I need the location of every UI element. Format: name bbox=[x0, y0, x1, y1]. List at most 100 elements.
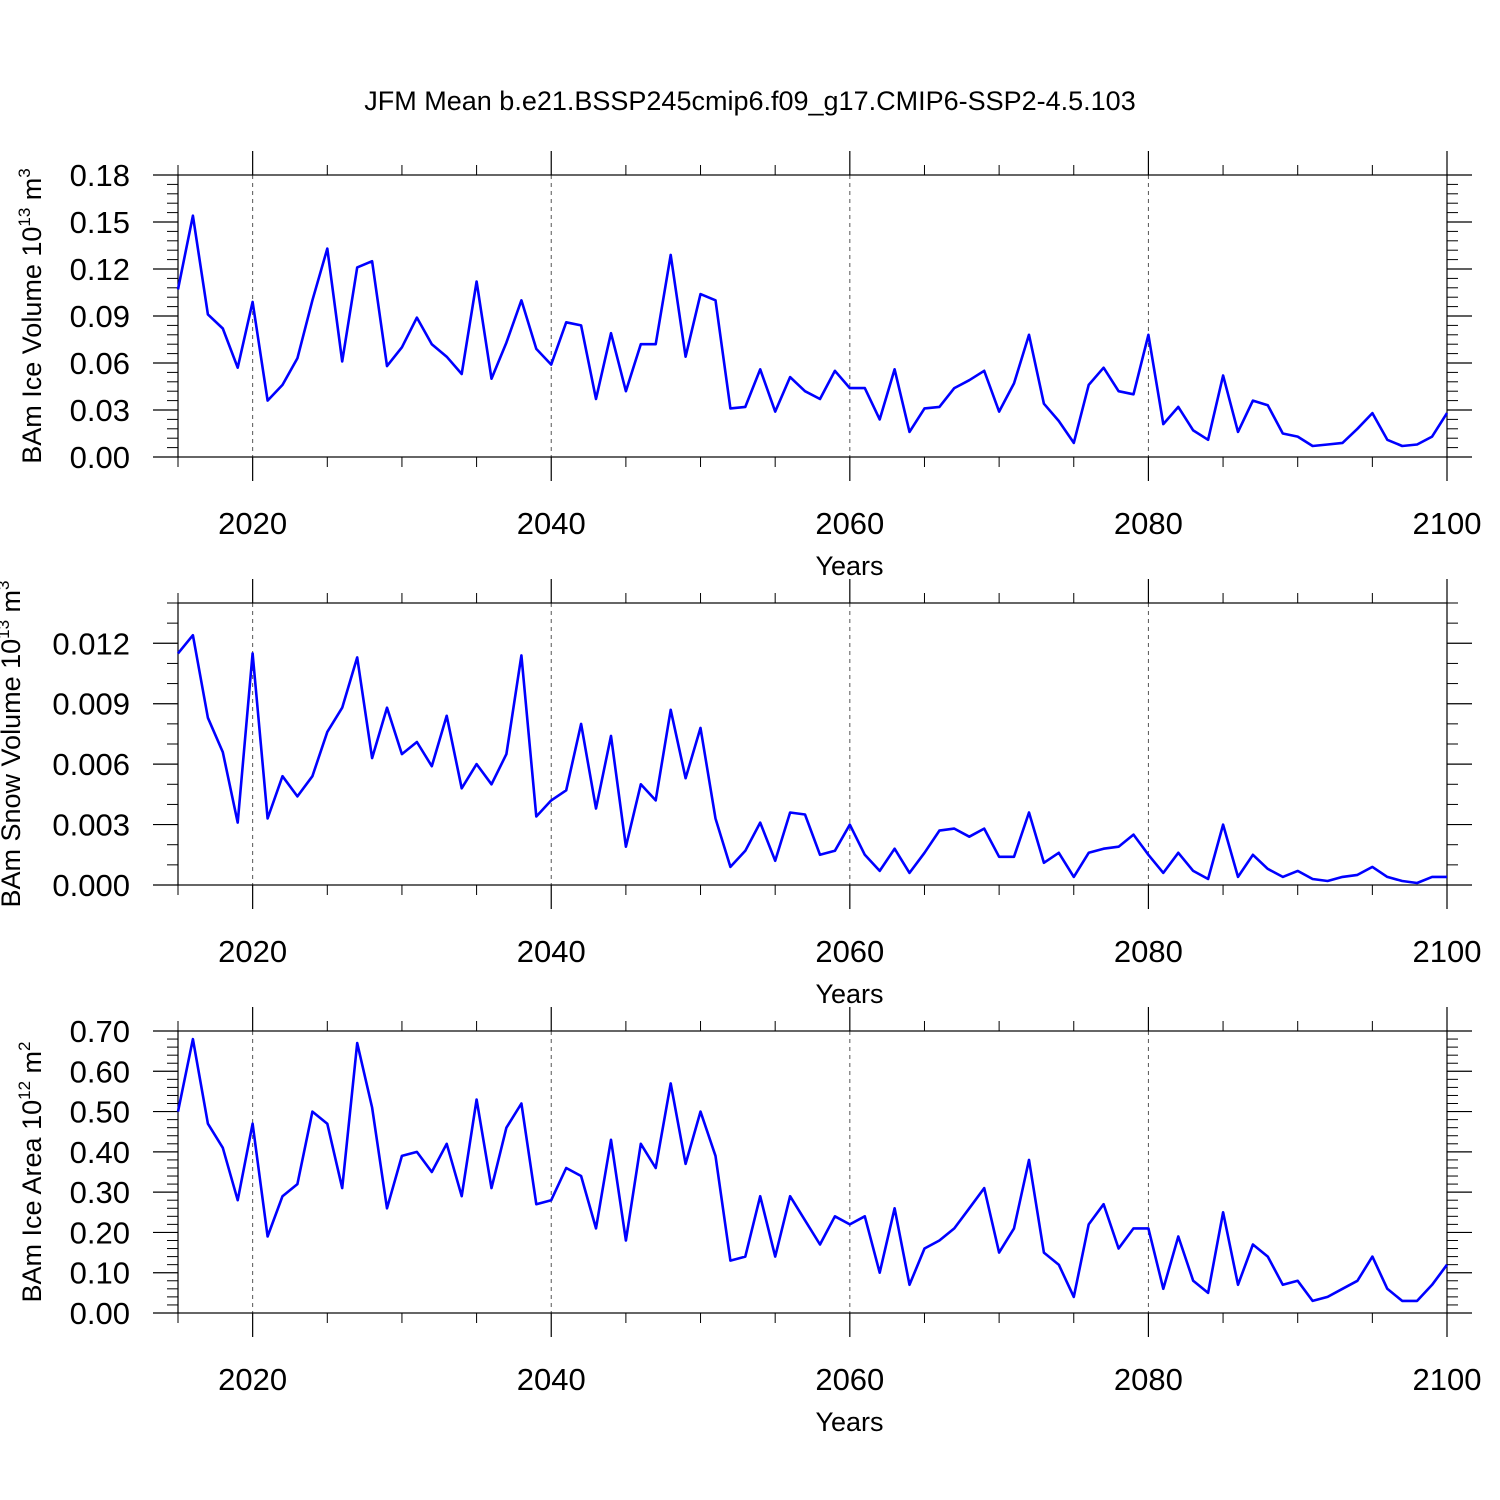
ice-volume-point-2023 bbox=[295, 356, 299, 360]
ice-area-point-2090 bbox=[1296, 1279, 1300, 1283]
snow-volume-point-2019 bbox=[236, 821, 240, 825]
ice-area-point-2082 bbox=[1176, 1235, 1180, 1239]
ice-area-point-2027 bbox=[355, 1041, 359, 1045]
snow-volume-point-2081 bbox=[1161, 871, 1165, 875]
figure-title: JFM Mean b.e21.BSSP245cmip6.f09_g17.CMIP… bbox=[364, 86, 1135, 116]
snow-volume-point-2088 bbox=[1266, 867, 1270, 871]
ice-area-point-2054 bbox=[758, 1194, 762, 1198]
ice-volume-point-2018 bbox=[221, 327, 225, 331]
ice-area-point-2060 bbox=[848, 1222, 852, 1226]
snow-volume-point-2075 bbox=[1072, 875, 1076, 879]
snow-volume-point-2086 bbox=[1236, 875, 1240, 879]
snow-volume-data-points bbox=[176, 633, 1449, 885]
ice-area-series-line bbox=[176, 1037, 1449, 1303]
ice-volume-point-2074 bbox=[1057, 419, 1061, 423]
ice-volume-point-2064 bbox=[908, 430, 912, 434]
ice-volume-point-2020 bbox=[251, 300, 255, 304]
ice-area-point-2015 bbox=[176, 1110, 180, 1114]
ice-volume-plot-frame bbox=[177, 174, 1448, 458]
snow-volume-point-2061 bbox=[863, 853, 867, 857]
ice-area-point-2050 bbox=[699, 1110, 703, 1114]
ice-area-point-2094 bbox=[1355, 1279, 1359, 1283]
ice-volume-point-2100 bbox=[1445, 411, 1449, 415]
ice-area-y-tick-label: 0.60 bbox=[70, 1054, 130, 1089]
ice-area-point-2062 bbox=[878, 1271, 882, 1275]
snow-volume-point-2060 bbox=[848, 823, 852, 827]
snow-volume-point-2022 bbox=[281, 774, 285, 778]
ice-volume-point-2048 bbox=[669, 253, 673, 257]
ice-volume-point-2043 bbox=[594, 397, 598, 401]
snow-volume-y-axis-title: BAm Snow Volume 1013 m3 bbox=[0, 580, 26, 907]
ice-area-point-2055 bbox=[773, 1255, 777, 1259]
ice-area-point-2099 bbox=[1430, 1283, 1434, 1287]
ice-volume-point-2098 bbox=[1415, 443, 1419, 447]
snow-volume-point-2049 bbox=[684, 776, 688, 780]
ice-area-point-2028 bbox=[370, 1106, 374, 1110]
ice-volume-y-tick-label: 0.06 bbox=[70, 346, 130, 381]
ice-volume-point-2082 bbox=[1176, 405, 1180, 409]
snow-volume-point-2030 bbox=[400, 752, 404, 756]
snow-volume-point-2093 bbox=[1341, 875, 1345, 879]
ice-volume-point-2037 bbox=[504, 341, 508, 345]
ice-volume-point-2083 bbox=[1191, 428, 1195, 432]
snow-volume-point-2023 bbox=[295, 794, 299, 798]
snow-volume-point-2025 bbox=[325, 730, 329, 734]
snow-volume-point-2079 bbox=[1132, 833, 1136, 837]
snow-volume-point-2017 bbox=[206, 716, 210, 720]
ice-volume-y-tick-label: 0.18 bbox=[70, 158, 130, 193]
snow-volume-x-tick-label: 2020 bbox=[218, 934, 287, 969]
panel-ice-volume: 2020 2040 2060 2080 2100 0.00 0.03 0.06 0.09 0.12… bbox=[15, 151, 1481, 581]
ice-area-point-2078 bbox=[1117, 1247, 1121, 1251]
snow-volume-point-2059 bbox=[833, 849, 837, 853]
ice-area-point-2017 bbox=[206, 1122, 210, 1126]
ice-volume-point-2024 bbox=[310, 298, 314, 302]
ice-area-y-tick-label: 0.50 bbox=[70, 1095, 130, 1130]
snow-volume-point-2077 bbox=[1102, 847, 1106, 851]
ice-area-point-2019 bbox=[236, 1198, 240, 1202]
snow-volume-point-2026 bbox=[340, 706, 344, 710]
ice-volume-point-2085 bbox=[1221, 374, 1225, 378]
snow-volume-point-2094 bbox=[1355, 873, 1359, 877]
ice-volume-point-2025 bbox=[325, 247, 329, 251]
ice-area-point-2092 bbox=[1326, 1295, 1330, 1299]
snow-volume-x-tick-label: 2040 bbox=[517, 934, 586, 969]
ice-area-point-2033 bbox=[445, 1142, 449, 1146]
ice-volume-point-2055 bbox=[773, 410, 777, 414]
snow-volume-point-2035 bbox=[475, 762, 479, 766]
ice-volume-point-2057 bbox=[803, 389, 807, 393]
snow-volume-point-2092 bbox=[1326, 879, 1330, 883]
ice-volume-point-2080 bbox=[1146, 333, 1150, 337]
ice-area-point-2091 bbox=[1311, 1299, 1315, 1303]
snow-volume-point-2041 bbox=[564, 788, 568, 792]
snow-volume-point-2071 bbox=[1012, 855, 1016, 859]
ice-area-point-2034 bbox=[460, 1194, 464, 1198]
ice-area-point-2075 bbox=[1072, 1295, 1076, 1299]
ice-area-point-2021 bbox=[266, 1235, 270, 1239]
ice-volume-point-2065 bbox=[923, 406, 927, 410]
snow-volume-point-2039 bbox=[534, 815, 538, 819]
ice-area-point-2023 bbox=[295, 1182, 299, 1186]
ice-area-point-2074 bbox=[1057, 1263, 1061, 1267]
ice-area-point-2035 bbox=[475, 1098, 479, 1102]
ice-volume-x-tick-label: 2020 bbox=[218, 506, 287, 541]
ice-area-point-2071 bbox=[1012, 1226, 1016, 1230]
snow-volume-point-2029 bbox=[385, 706, 389, 710]
ice-area-x-tick-label: 2020 bbox=[218, 1362, 287, 1397]
ice-volume-y-tick-label: 0.09 bbox=[70, 299, 130, 334]
ice-area-point-2039 bbox=[534, 1202, 538, 1206]
snow-volume-x-tick-label: 2060 bbox=[815, 934, 884, 969]
ice-area-point-2049 bbox=[684, 1162, 688, 1166]
snow-volume-point-2050 bbox=[699, 726, 703, 730]
ice-area-point-2077 bbox=[1102, 1202, 1106, 1206]
ice-area-point-2056 bbox=[788, 1194, 792, 1198]
ice-area-point-2093 bbox=[1341, 1287, 1345, 1291]
ice-area-point-2100 bbox=[1445, 1263, 1449, 1267]
ice-volume-point-2026 bbox=[340, 359, 344, 363]
ice-area-point-2083 bbox=[1191, 1279, 1195, 1283]
ice-volume-point-2027 bbox=[355, 265, 359, 269]
ice-area-y-tick-label: 0.10 bbox=[70, 1256, 130, 1291]
ice-volume-point-2031 bbox=[415, 316, 419, 320]
ice-volume-point-2040 bbox=[549, 363, 553, 367]
ice-area-point-2051 bbox=[714, 1154, 718, 1158]
ice-volume-y-minor-ticks bbox=[167, 183, 1458, 449]
